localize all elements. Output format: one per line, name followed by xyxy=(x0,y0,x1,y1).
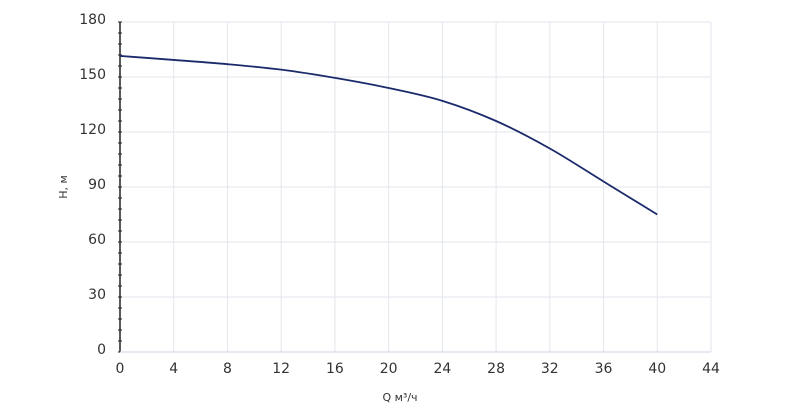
y-axis-label: H, м xyxy=(57,175,70,199)
x-tick-label: 0 xyxy=(116,361,125,377)
x-tick-label: 4 xyxy=(169,361,178,377)
x-tick-label: 20 xyxy=(380,361,398,377)
y-tick-label: 120 xyxy=(79,122,106,138)
y-tick-label: 90 xyxy=(88,177,106,193)
x-tick-label: 8 xyxy=(223,361,232,377)
x-tick-label: 36 xyxy=(595,361,613,377)
y-tick-label: 0 xyxy=(97,342,106,358)
x-tick-label: 44 xyxy=(702,361,720,377)
x-tick-label: 28 xyxy=(487,361,505,377)
y-tick-label: 150 xyxy=(79,67,106,83)
x-tick-label: 16 xyxy=(326,361,344,377)
y-tick-label: 30 xyxy=(88,287,106,303)
curve xyxy=(119,55,658,216)
x-tick-label: 24 xyxy=(433,361,451,377)
x-tick-label: 32 xyxy=(541,361,559,377)
y-tick-label: 60 xyxy=(88,232,106,248)
x-tick-label: 12 xyxy=(272,361,290,377)
y-tick-label: 180 xyxy=(79,12,106,28)
x-axis-label: Q м³/ч xyxy=(382,391,417,404)
x-tick-label: 40 xyxy=(648,361,666,377)
